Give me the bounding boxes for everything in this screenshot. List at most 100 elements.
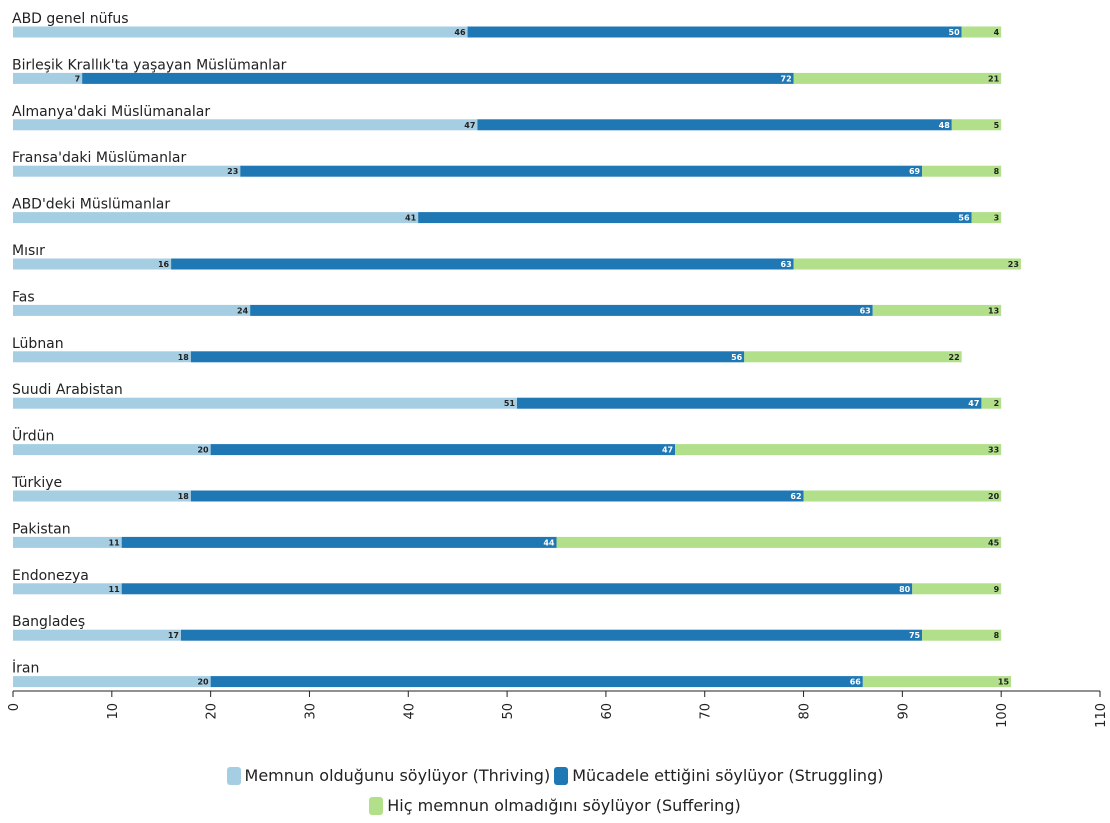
category-label: Birleşik Krallık'ta yaşayan Müslümanlar bbox=[12, 57, 287, 73]
legend-label: Memnun olduğunu söylüyor (Thriving) bbox=[244, 766, 551, 785]
data-label: 20 bbox=[197, 446, 209, 455]
data-label: 2 bbox=[994, 399, 1000, 408]
bar-segment-suffering bbox=[793, 258, 1021, 270]
legend-swatch bbox=[554, 767, 569, 785]
bar-segment-suffering bbox=[922, 629, 1002, 641]
bar-segment-suffering bbox=[862, 676, 1012, 688]
category-label: İran bbox=[12, 659, 39, 677]
legend-item: Mücadele ettiğini söylüyor (Struggling) bbox=[554, 763, 883, 789]
x-tick-label: 50 bbox=[501, 703, 516, 720]
legend-row: Memnun olduğunu söylüyor (Thriving) Mücad… bbox=[0, 763, 1110, 793]
data-label: 11 bbox=[109, 538, 121, 547]
data-label: 47 bbox=[662, 446, 673, 455]
bar-segment-thriving bbox=[13, 444, 211, 456]
category-label: Türkiye bbox=[11, 475, 62, 491]
data-label: 20 bbox=[197, 678, 209, 687]
data-label: 56 bbox=[731, 353, 743, 362]
data-label: 3 bbox=[994, 214, 1000, 223]
bar-segment-suffering bbox=[556, 536, 1002, 548]
bar-segment-struggling bbox=[171, 258, 794, 270]
bar-segment-thriving bbox=[13, 629, 181, 641]
legend-swatch bbox=[226, 767, 241, 785]
bar-segment-thriving bbox=[13, 583, 122, 595]
bar-segment-thriving bbox=[13, 490, 191, 502]
x-tick-label: 10 bbox=[106, 703, 121, 720]
data-label: 22 bbox=[949, 353, 960, 362]
bar-segment-suffering bbox=[675, 444, 1002, 456]
category-label: ABD genel nüfus bbox=[12, 11, 129, 27]
chart-legend: Memnun olduğunu söylüyor (Thriving) Mücad… bbox=[0, 763, 1110, 823]
data-label: 63 bbox=[860, 306, 871, 315]
bar-segment-struggling bbox=[210, 444, 676, 456]
x-tick-label: 30 bbox=[303, 703, 318, 720]
data-label: 48 bbox=[939, 121, 951, 130]
bar-segment-struggling bbox=[477, 119, 952, 131]
data-label: 75 bbox=[909, 631, 921, 640]
data-label: 23 bbox=[227, 167, 238, 176]
data-label: 50 bbox=[949, 28, 961, 37]
bar-segment-struggling bbox=[418, 212, 972, 224]
category-label: Fransa'daki Müslümanlar bbox=[12, 150, 186, 166]
bar-segment-thriving bbox=[13, 212, 419, 224]
x-tick-label: 0 bbox=[7, 703, 22, 711]
data-label: 72 bbox=[781, 74, 792, 83]
category-label: Almanya'daki Müslümanalar bbox=[12, 104, 210, 120]
data-label: 51 bbox=[504, 399, 516, 408]
x-tick-label: 80 bbox=[798, 703, 813, 720]
bar-segment-suffering bbox=[971, 212, 1002, 224]
bar-segment-struggling bbox=[190, 351, 745, 363]
bar-segment-struggling bbox=[82, 72, 794, 84]
legend-swatch bbox=[369, 797, 384, 815]
category-label: Bangladeş bbox=[12, 614, 85, 630]
bar-segment-thriving bbox=[13, 165, 241, 177]
bar-segment-thriving bbox=[13, 258, 172, 270]
bar-segment-struggling bbox=[190, 490, 804, 502]
category-label: ABD'deki Müslümanlar bbox=[12, 197, 170, 213]
x-tick-label: 110 bbox=[1094, 703, 1109, 728]
data-label: 11 bbox=[109, 585, 121, 594]
data-label: 80 bbox=[899, 585, 911, 594]
category-label: Fas bbox=[12, 289, 35, 305]
data-label: 18 bbox=[178, 492, 190, 501]
bar-segment-thriving bbox=[13, 536, 122, 548]
data-label: 69 bbox=[909, 167, 921, 176]
x-tick-label: 90 bbox=[896, 703, 911, 720]
bar-segment-thriving bbox=[13, 119, 478, 131]
bar-segment-thriving bbox=[13, 26, 468, 38]
legend-label: Mücadele ettiğini söylüyor (Struggling) bbox=[572, 766, 884, 785]
data-label: 47 bbox=[464, 121, 475, 130]
data-label: 8 bbox=[994, 167, 1000, 176]
data-label: 33 bbox=[988, 446, 999, 455]
data-label: 7 bbox=[75, 74, 81, 83]
bar-segment-struggling bbox=[516, 397, 982, 409]
bar-segment-suffering bbox=[922, 165, 1002, 177]
data-label: 24 bbox=[237, 306, 249, 315]
category-label: Pakistan bbox=[12, 521, 71, 537]
data-label: 47 bbox=[968, 399, 979, 408]
bar-segment-struggling bbox=[240, 165, 923, 177]
data-label: 45 bbox=[988, 538, 1000, 547]
bar-segment-suffering bbox=[872, 304, 1002, 316]
x-tick-label: 20 bbox=[205, 703, 220, 720]
data-label: 63 bbox=[781, 260, 792, 269]
bar-segment-thriving bbox=[13, 351, 191, 363]
category-label: Endonezya bbox=[12, 568, 89, 584]
data-label: 15 bbox=[998, 678, 1010, 687]
bar-segment-suffering bbox=[803, 490, 1002, 502]
data-label: 4 bbox=[994, 28, 1000, 37]
data-label: 16 bbox=[158, 260, 170, 269]
legend-row: Hiç memnun olmadığını söylüyor (Sufferin… bbox=[0, 793, 1110, 823]
category-label: Lübnan bbox=[12, 336, 64, 352]
bar-segment-struggling bbox=[121, 583, 913, 595]
bar-segment-suffering bbox=[793, 72, 1002, 84]
category-label: Ürdün bbox=[12, 427, 54, 445]
bar-segment-thriving bbox=[13, 397, 517, 409]
data-label: 56 bbox=[958, 214, 970, 223]
x-tick-label: 70 bbox=[699, 703, 714, 720]
x-tick-label: 60 bbox=[600, 703, 615, 720]
data-label: 17 bbox=[168, 631, 179, 640]
data-label: 21 bbox=[988, 74, 1000, 83]
bar-segment-struggling bbox=[467, 26, 962, 38]
legend-item: Hiç memnun olmadığını söylüyor (Sufferin… bbox=[369, 793, 741, 819]
